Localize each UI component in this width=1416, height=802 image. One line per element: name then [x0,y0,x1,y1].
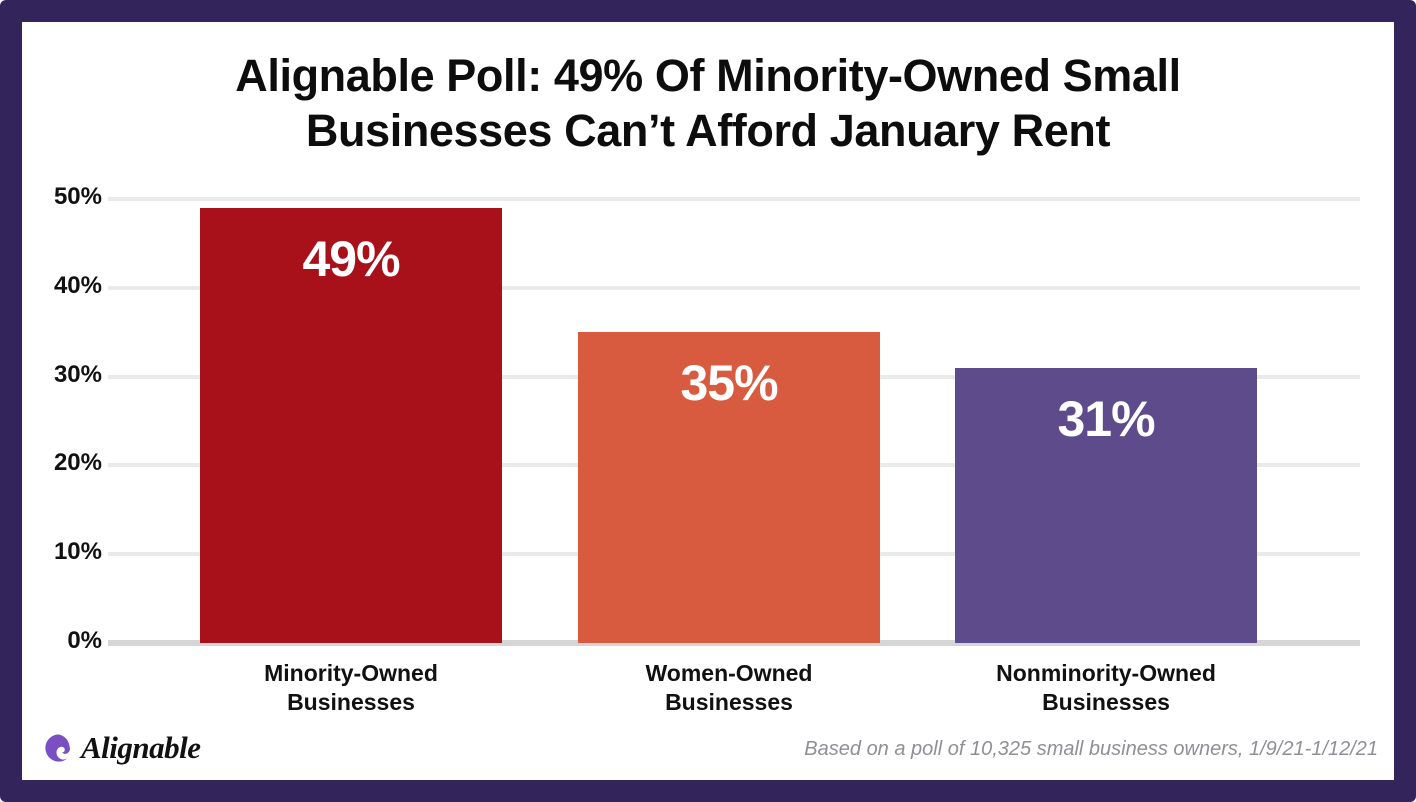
bar-1[interactable]: 49% [200,207,502,643]
y-axis-tick-0: 0% [67,627,102,654]
gridline-0 [108,640,1360,646]
plot-area: 0% 10% 20% 30% 40% 50% 49% Minority-Owned Busin… [22,22,1394,780]
chart-card: Alignable Poll: 49% Of Minority-Owned Sm… [22,22,1394,780]
alignable-logo: Alignable [44,730,201,766]
source-note: Based on a poll of 10,325 small business… [804,738,1378,760]
y-axis-tick-40: 40% [53,271,102,299]
chart-title: Alignable Poll: 49% Of Minority-Owned Sm… [235,50,1181,156]
bar-value-label-3: 31% [1057,390,1155,447]
y-axis-tick-50: 50% [53,183,102,210]
bar-3[interactable]: 31% [955,367,1257,643]
alignable-swirl-icon [45,734,70,762]
gridline-40 [108,285,1360,290]
x-axis-label-2: Women-Owned Businesses [645,660,813,715]
y-axis-tick-20: 20% [53,449,102,477]
bar-value-label-1: 49% [302,230,400,287]
y-axis-tick-30: 30% [53,360,102,388]
bar-2[interactable]: 35% [578,332,880,643]
y-axis-tick-10: 10% [53,538,102,566]
bar-value-label-2: 35% [680,355,778,412]
alignable-logo-text: Alignable [81,730,201,765]
gridline-50 [108,197,1360,201]
x-axis-label-3: Nonminority-Owned Businesses [996,660,1216,715]
chart-footer: Alignable Based on a poll of 10,325 smal… [22,722,1394,780]
x-axis-label-1: Minority-Owned Businesses [264,660,438,715]
